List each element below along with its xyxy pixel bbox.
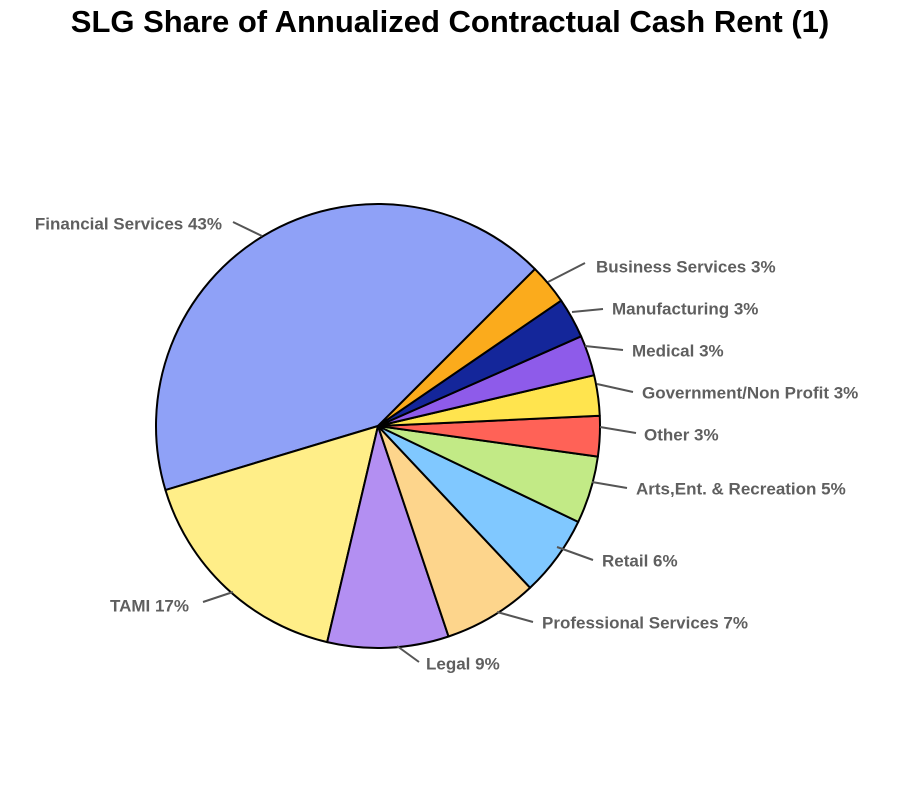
slice-label: Business Services 3% <box>596 257 776 276</box>
leader-line <box>584 345 624 351</box>
leader-line <box>556 546 594 561</box>
slice-label: Other 3% <box>644 425 719 444</box>
leader-line <box>496 611 534 623</box>
leader-line <box>596 383 634 393</box>
slice-label: Financial Services 43% <box>35 214 222 233</box>
leader-line <box>591 481 628 489</box>
chart-title: SLG Share of Annualized Contractual Cash… <box>70 4 830 39</box>
leader-line <box>599 426 637 434</box>
slice-label: Retail 6% <box>602 551 678 570</box>
slice-label: TAMI 17% <box>110 596 189 615</box>
slice-label: Arts,Ent. & Recreation 5% <box>636 479 846 498</box>
pie-slice-business-services <box>377 268 563 427</box>
pie-slice-tami <box>164 425 379 644</box>
leader-line <box>202 591 234 603</box>
pie-slice-financial-services <box>155 203 536 492</box>
leader-line <box>232 221 263 237</box>
slice-label: Legal 9% <box>426 654 500 673</box>
pie-slice-legal <box>326 425 450 649</box>
slice-label: Professional Services 7% <box>542 613 748 632</box>
leader-line <box>396 645 420 663</box>
slice-label: Medical 3% <box>632 341 724 360</box>
slice-label: Government/Non Profit 3% <box>642 383 858 402</box>
slice-label: Manufacturing 3% <box>612 299 758 318</box>
leader-line <box>547 262 586 283</box>
leader-line <box>571 308 604 313</box>
